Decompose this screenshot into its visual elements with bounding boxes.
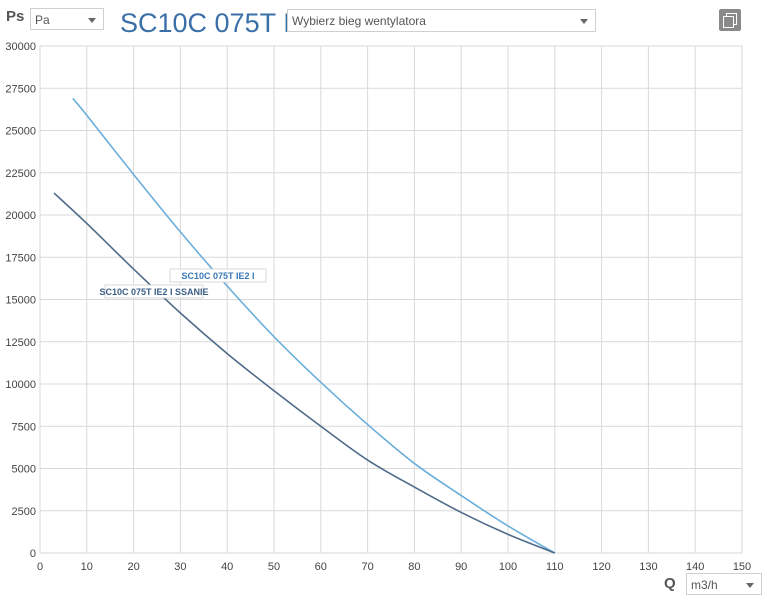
series-label: SC10C 075T IE2 I SSANIE xyxy=(99,287,208,297)
copy-icon-front xyxy=(723,16,734,28)
y-tick-label: 12500 xyxy=(5,337,36,349)
x-tick-label: 140 xyxy=(686,561,704,573)
chevron-down-icon xyxy=(746,583,754,588)
y-tick-label: 20000 xyxy=(5,210,36,222)
pressure-unit-select[interactable]: Pa xyxy=(30,8,104,30)
fan-gear-placeholder: Wybierz bieg wentylatora xyxy=(292,14,426,28)
y-tick-label: 17500 xyxy=(5,252,36,264)
x-tick-label: 90 xyxy=(455,561,467,573)
x-tick-label: 130 xyxy=(639,561,657,573)
x-tick-label: 0 xyxy=(37,561,43,573)
x-axis-label: Q xyxy=(664,575,676,592)
x-tick-label: 10 xyxy=(81,561,93,573)
y-tick-label: 27500 xyxy=(5,83,36,95)
fan-gear-select[interactable]: Wybierz bieg wentylatora xyxy=(287,9,596,32)
x-tick-label: 150 xyxy=(733,561,751,573)
y-tick-label: 25000 xyxy=(5,126,36,138)
y-tick-label: 30000 xyxy=(5,41,36,53)
chevron-down-icon xyxy=(88,18,96,23)
y-tick-label: 22500 xyxy=(5,168,36,180)
series-label: SC10C 075T IE2 I xyxy=(181,271,254,281)
y-tick-label: 7500 xyxy=(12,421,36,433)
x-tick-label: 70 xyxy=(361,561,373,573)
x-tick-label: 110 xyxy=(546,561,564,573)
x-tick-label: 120 xyxy=(592,561,610,573)
y-tick-label: 5000 xyxy=(12,464,36,476)
y-tick-label: 0 xyxy=(30,548,36,560)
x-tick-label: 80 xyxy=(408,561,420,573)
x-tick-label: 40 xyxy=(221,561,233,573)
series-line-2 xyxy=(53,192,556,554)
x-tick-label: 30 xyxy=(174,561,186,573)
x-tick-label: 20 xyxy=(127,561,139,573)
flow-unit-value: m3/h xyxy=(691,578,718,592)
pressure-unit-value: Pa xyxy=(35,13,50,27)
y-tick-label: 2500 xyxy=(12,506,36,518)
chevron-down-icon xyxy=(580,19,588,24)
series-line-1 xyxy=(72,97,556,554)
flow-unit-select[interactable]: m3/h xyxy=(686,573,762,595)
series-label-box xyxy=(169,268,267,283)
y-tick-label: 10000 xyxy=(5,379,36,391)
x-tick-label: 100 xyxy=(499,561,517,573)
copy-button[interactable] xyxy=(719,9,741,31)
x-tick-label: 60 xyxy=(315,561,327,573)
y-tick-label: 15000 xyxy=(5,295,36,307)
x-tick-label: 50 xyxy=(268,561,280,573)
y-axis-label: Ps xyxy=(6,8,25,25)
series-label-box xyxy=(104,284,204,299)
